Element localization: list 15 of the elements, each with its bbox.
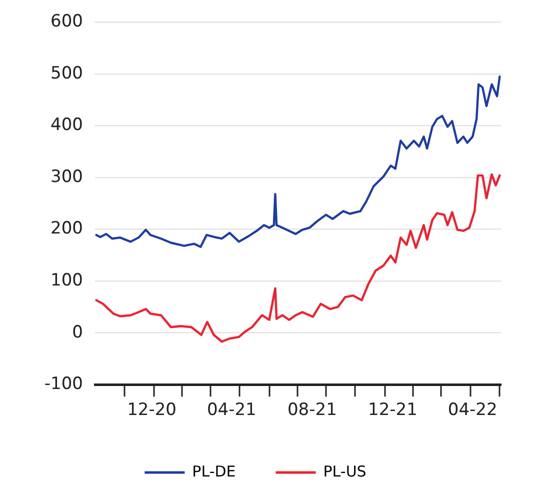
y-tick-label: 200 xyxy=(50,218,83,239)
legend-label: PL-US xyxy=(323,462,366,480)
y-tick-label: 500 xyxy=(50,63,83,84)
x-tick-label: 12-20 xyxy=(127,400,176,420)
y-tick-label: 300 xyxy=(50,166,83,187)
x-tick-label: 08-21 xyxy=(287,400,337,420)
y-tick-label: 100 xyxy=(50,270,83,290)
legend-label: PL-DE xyxy=(192,462,236,480)
y-tick-label: 400 xyxy=(50,115,83,136)
y-tick-label: 600 xyxy=(50,12,83,32)
y-tick-label: -100 xyxy=(44,374,83,394)
x-tick-label: 04-21 xyxy=(206,400,256,420)
y-tick-label: 0 xyxy=(72,322,83,342)
x-tick-label: 04-22 xyxy=(448,400,498,420)
x-tick-label: 12-21 xyxy=(368,400,418,420)
